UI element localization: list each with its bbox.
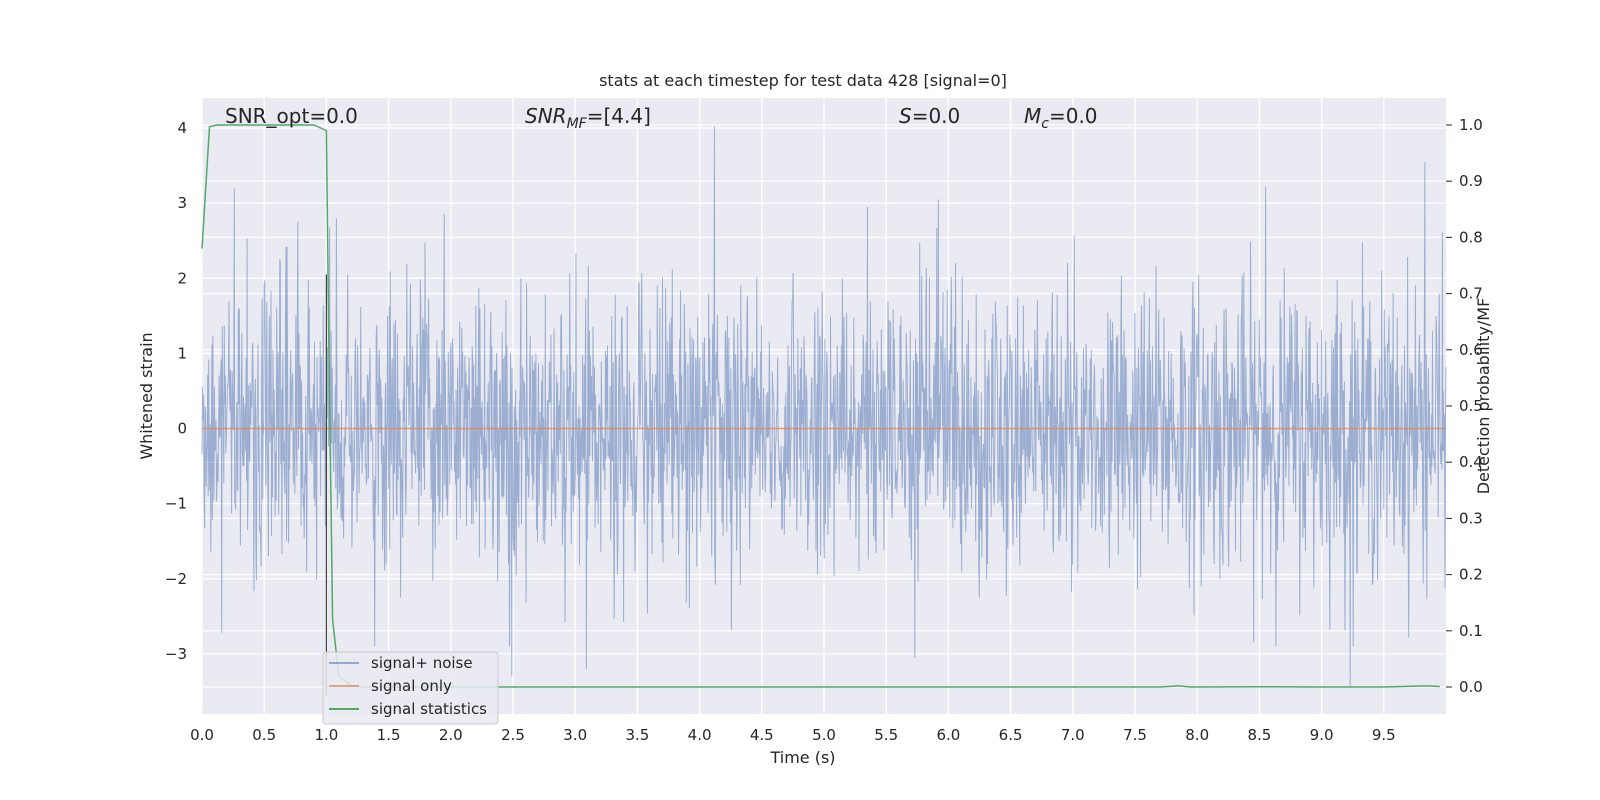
y-tick-label-right: 0.8 (1459, 228, 1483, 246)
x-tick-label: 1.0 (314, 726, 338, 744)
y-tick-label-right: 1.0 (1459, 116, 1483, 134)
annotation-s-rest: =0.0 (912, 104, 961, 128)
x-tick-label: 4.0 (688, 726, 712, 744)
y-tick-label-right: 0.9 (1459, 172, 1483, 190)
annotation-s-main: S (899, 104, 912, 128)
legend-label-signal-only: signal only (371, 677, 452, 695)
y-tick-label-left: −3 (165, 645, 187, 663)
legend: signal+ noise signal only signal statist… (322, 651, 499, 725)
x-tick-label: 5.0 (812, 726, 836, 744)
y-tick-label-right: 0.3 (1459, 509, 1483, 527)
annotation-snr-mf: SNRMF=[4.4] (525, 104, 651, 132)
annotation-snr-mf-rest: =[4.4] (587, 104, 651, 128)
x-tick-label: 9.0 (1310, 726, 1334, 744)
x-tick-label: 1.5 (377, 726, 401, 744)
annotation-snr-mf-sub: MF (567, 116, 588, 132)
y-axis-label-right: Detection probability/MF (1474, 298, 1493, 495)
y-axis-label-left: Whitened strain (137, 332, 156, 459)
x-tick-label: 4.5 (750, 726, 774, 744)
x-tick-label: 7.5 (1123, 726, 1147, 744)
y-tick-label-left: 2 (177, 269, 187, 287)
chart-title: stats at each timestep for test data 428… (599, 71, 1007, 90)
series-signal-plus-noise (201, 126, 1447, 688)
annotation-s: S=0.0 (899, 104, 960, 128)
y-tick-label-left: 0 (177, 420, 187, 438)
annotation-snr-opt: SNR_opt=0.0 (225, 104, 358, 128)
y-tick-label-left: 4 (177, 119, 187, 137)
annotation-mc-main: M (1024, 104, 1041, 128)
y-tick-label-right: 0.6 (1459, 341, 1483, 359)
annotations: SNR_opt=0.0 SNRMF=[4.4] S=0.0 Mc=0.0 (225, 104, 1098, 132)
y-tick-label-left: −2 (165, 570, 187, 588)
y-tick-label-right: 0.0 (1459, 678, 1483, 696)
y-tick-label-right: 0.4 (1459, 453, 1483, 471)
x-tick-label: 6.0 (936, 726, 960, 744)
x-tick-label: 8.5 (1247, 726, 1271, 744)
y-tick-label-left: 3 (177, 194, 187, 212)
x-tick-label: 9.5 (1372, 726, 1396, 744)
annotation-mc-rest: =0.0 (1049, 104, 1098, 128)
y-tick-label-right: 0.5 (1459, 397, 1483, 415)
y-tick-label-left: 1 (177, 344, 187, 362)
y-tick-label-right: 0.7 (1459, 285, 1483, 303)
x-tick-label: 6.5 (999, 726, 1023, 744)
legend-label-signal-noise: signal+ noise (371, 654, 473, 672)
x-tick-label: 2.5 (501, 726, 525, 744)
annotation-snr-mf-main: SNR (525, 104, 567, 128)
y-tick-label-left: −1 (165, 495, 187, 513)
x-tick-label: 8.0 (1185, 726, 1209, 744)
y-tick-label-right: 0.1 (1459, 622, 1483, 640)
x-tick-label: 7.0 (1061, 726, 1085, 744)
x-tick-label: 0.0 (190, 726, 214, 744)
y-tick-label-right: 0.2 (1459, 566, 1483, 584)
x-tick-label: 0.5 (252, 726, 276, 744)
x-axis-label: Time (s) (769, 748, 835, 767)
x-tick-label: 2.0 (439, 726, 463, 744)
axis-ticks: 0.0 0.5 1.0 1.5 2.0 2.5 3.0 3.5 4.0 4.5 5.0 5.5 6.0 6… (165, 116, 1483, 744)
legend-label-signal-statistics: signal statistics (371, 700, 487, 718)
x-tick-label: 3.5 (625, 726, 649, 744)
x-tick-label: 5.5 (874, 726, 898, 744)
x-tick-label: 3.0 (563, 726, 587, 744)
annotation-mc: Mc=0.0 (1024, 104, 1098, 132)
annotation-mc-sub: c (1041, 116, 1049, 132)
line-signal-plus-noise (201, 126, 1447, 688)
